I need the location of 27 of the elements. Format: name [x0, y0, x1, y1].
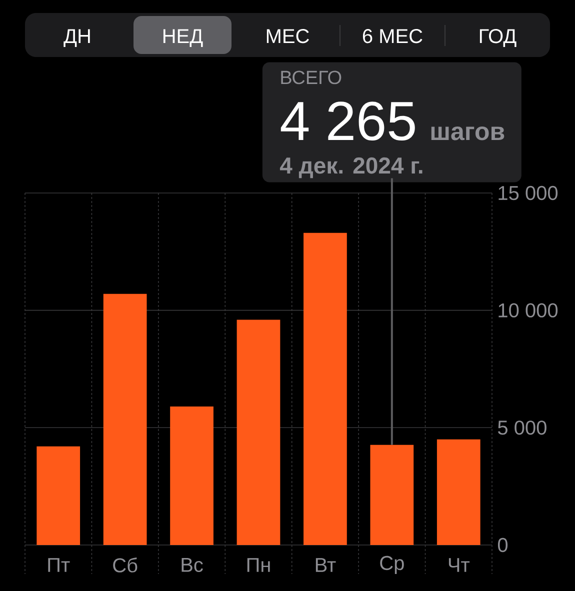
y-tick-label: 10 000	[498, 303, 558, 318]
bar	[436, 439, 480, 545]
text: ГОД	[480, 29, 516, 47]
bar	[170, 406, 214, 545]
bar	[304, 232, 347, 545]
x-tick-label: Чт	[448, 558, 470, 572]
text: шагов	[431, 126, 504, 140]
y-tick-label: 0	[498, 538, 508, 552]
x-tick-label: Пт	[48, 558, 70, 572]
bar	[370, 444, 414, 545]
bar	[36, 446, 80, 545]
annotation: 4 дек. 2024 г.	[280, 157, 422, 178]
bar	[103, 294, 147, 545]
x-tick-label: Пн	[247, 558, 270, 572]
x-tick-label: Сб	[113, 558, 138, 572]
text: 4 265	[280, 102, 415, 141]
y-tick-label: 15 000	[498, 186, 558, 200]
x-tick-label: Вт	[316, 558, 336, 572]
x-tick-label: Вс	[182, 558, 203, 572]
text: МЕС	[266, 29, 309, 44]
bar	[236, 320, 280, 545]
y-tick-label: 5 000	[498, 420, 546, 435]
text: НЕД	[163, 29, 203, 47]
text: 6 МЕС	[362, 29, 422, 44]
text: ВСЕГО	[281, 70, 342, 84]
x-tick-label: Ср	[380, 556, 404, 574]
text: ДН	[64, 29, 90, 47]
